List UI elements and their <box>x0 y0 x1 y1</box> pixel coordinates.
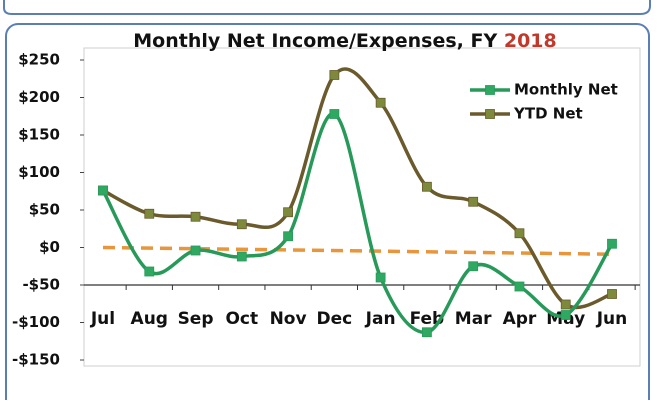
marker <box>560 299 571 310</box>
y-tick-label: -$150 <box>12 351 60 369</box>
legend-marker <box>485 85 495 95</box>
x-tick-label: Apr <box>503 309 537 329</box>
x-tick-label: Mar <box>455 309 492 329</box>
marker <box>514 281 525 292</box>
plot-area <box>83 47 641 367</box>
title-year: 2018 <box>504 30 557 52</box>
marker <box>329 70 340 80</box>
x-tick-label: Sep <box>178 309 214 329</box>
x-tick-label: Nov <box>270 309 307 329</box>
frame <box>5 23 650 404</box>
marker <box>98 185 108 196</box>
y-tick-label: $150 <box>18 126 60 144</box>
marker <box>375 97 386 108</box>
marker <box>422 327 432 338</box>
marker <box>375 272 386 283</box>
marker <box>607 238 617 249</box>
y-tick-label: -$100 <box>12 313 60 331</box>
chart-title: Monthly Net Income/Expenses, FY 2018 <box>133 30 556 52</box>
y-tick-label: $0 <box>39 238 60 256</box>
marker <box>329 109 340 119</box>
marker <box>190 245 201 256</box>
y-tick-label: $50 <box>29 201 60 219</box>
marker <box>468 196 479 207</box>
marker <box>468 261 479 272</box>
y-tick-label: $250 <box>18 51 60 69</box>
marker <box>236 219 247 230</box>
marker <box>236 251 247 262</box>
y-tick-label: -$50 <box>22 276 60 294</box>
marker <box>607 289 617 299</box>
marker <box>190 211 201 222</box>
x-tick-label: Oct <box>225 309 258 329</box>
x-tick-label: Dec <box>317 309 353 329</box>
x-tick-label: Jul <box>90 309 115 329</box>
legend-label: YTD Net <box>513 105 583 123</box>
legend-label: Monthly Net <box>514 81 618 99</box>
x-tick-label: Jun <box>596 309 628 329</box>
marker <box>144 208 155 219</box>
x-tick-label: Aug <box>131 309 168 329</box>
marker <box>144 266 155 277</box>
marker <box>283 231 293 242</box>
legend-marker <box>485 109 495 119</box>
y-tick-label: $200 <box>18 88 60 106</box>
frame-top <box>3 0 651 15</box>
marker <box>283 207 293 218</box>
series-line <box>101 112 614 335</box>
marker <box>422 181 432 192</box>
marker <box>514 228 525 239</box>
y-tick-label: $100 <box>18 163 60 181</box>
title-text: Monthly Net Income/Expenses, FY <box>133 30 497 52</box>
x-tick-label: Jan <box>365 309 396 329</box>
marker <box>560 310 571 320</box>
trendline <box>102 245 613 256</box>
